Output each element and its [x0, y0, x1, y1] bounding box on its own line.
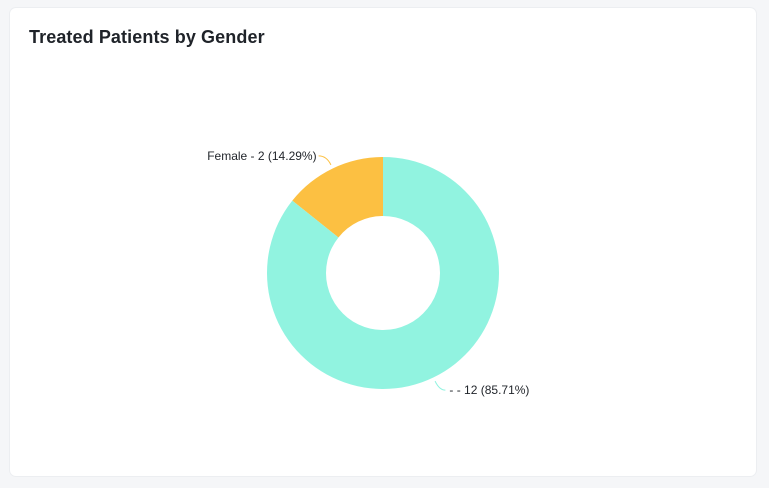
donut-slice-unknown[interactable] — [267, 157, 500, 390]
chart-title: Treated Patients by Gender — [29, 27, 265, 47]
chart-card: Treated Patients by Gender — [10, 8, 756, 476]
slice-label: - - 12 (85.71%) — [449, 383, 529, 397]
slice-label: Female - 2 (14.29%) — [207, 149, 316, 163]
slice-label-connector — [434, 380, 446, 391]
donut-slice-female[interactable] — [292, 157, 383, 238]
slice-label-connector — [318, 155, 332, 166]
